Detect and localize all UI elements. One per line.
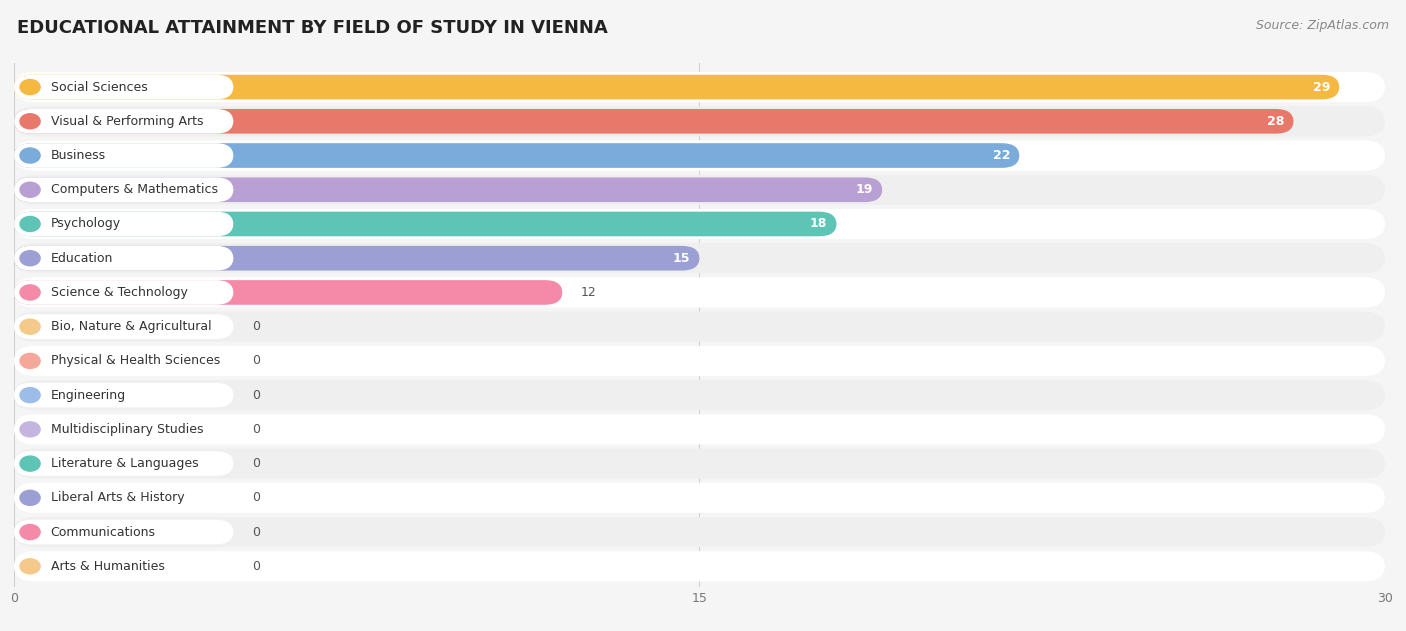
FancyBboxPatch shape (14, 143, 233, 168)
FancyBboxPatch shape (14, 417, 233, 442)
FancyBboxPatch shape (14, 280, 562, 305)
FancyBboxPatch shape (14, 415, 1385, 444)
FancyBboxPatch shape (14, 278, 1385, 307)
FancyBboxPatch shape (14, 74, 233, 100)
FancyBboxPatch shape (14, 380, 1385, 410)
FancyBboxPatch shape (14, 520, 233, 545)
Text: Physical & Health Sciences: Physical & Health Sciences (51, 355, 219, 367)
FancyBboxPatch shape (14, 449, 1385, 479)
FancyBboxPatch shape (14, 517, 1385, 547)
FancyBboxPatch shape (14, 314, 233, 339)
FancyBboxPatch shape (14, 175, 1385, 205)
FancyBboxPatch shape (14, 211, 233, 236)
Text: 0: 0 (252, 355, 260, 367)
FancyBboxPatch shape (14, 109, 233, 134)
FancyBboxPatch shape (14, 106, 1385, 136)
Circle shape (20, 80, 41, 95)
Circle shape (20, 251, 41, 266)
FancyBboxPatch shape (14, 143, 1019, 168)
Text: 0: 0 (252, 560, 260, 573)
Circle shape (20, 559, 41, 574)
FancyBboxPatch shape (14, 551, 1385, 581)
Text: Business: Business (51, 149, 105, 162)
Circle shape (20, 182, 41, 198)
Text: 0: 0 (252, 320, 260, 333)
Text: 0: 0 (252, 492, 260, 504)
Text: EDUCATIONAL ATTAINMENT BY FIELD OF STUDY IN VIENNA: EDUCATIONAL ATTAINMENT BY FIELD OF STUDY… (17, 19, 607, 37)
FancyBboxPatch shape (14, 177, 883, 202)
Text: 0: 0 (252, 526, 260, 539)
FancyBboxPatch shape (14, 451, 233, 476)
Text: 29: 29 (1313, 81, 1330, 93)
Circle shape (20, 216, 41, 232)
FancyBboxPatch shape (14, 280, 233, 305)
Circle shape (20, 456, 41, 471)
FancyBboxPatch shape (14, 383, 233, 408)
Circle shape (20, 490, 41, 505)
Text: 22: 22 (993, 149, 1011, 162)
FancyBboxPatch shape (14, 177, 233, 202)
Text: Engineering: Engineering (51, 389, 125, 402)
FancyBboxPatch shape (14, 346, 1385, 376)
FancyBboxPatch shape (14, 485, 233, 510)
Circle shape (20, 353, 41, 369)
FancyBboxPatch shape (14, 72, 1385, 102)
Circle shape (20, 319, 41, 334)
Text: Arts & Humanities: Arts & Humanities (51, 560, 165, 573)
Text: 19: 19 (856, 183, 873, 196)
FancyBboxPatch shape (14, 246, 233, 271)
FancyBboxPatch shape (14, 209, 1385, 239)
FancyBboxPatch shape (14, 74, 1340, 100)
FancyBboxPatch shape (14, 109, 1294, 134)
Text: Literature & Languages: Literature & Languages (51, 457, 198, 470)
Text: Communications: Communications (51, 526, 156, 539)
FancyBboxPatch shape (14, 348, 233, 373)
Text: 12: 12 (581, 286, 596, 299)
FancyBboxPatch shape (14, 243, 1385, 273)
Text: Source: ZipAtlas.com: Source: ZipAtlas.com (1256, 19, 1389, 32)
FancyBboxPatch shape (14, 483, 1385, 513)
Circle shape (20, 114, 41, 129)
Text: 28: 28 (1267, 115, 1285, 128)
Text: Bio, Nature & Agricultural: Bio, Nature & Agricultural (51, 320, 211, 333)
Text: 0: 0 (252, 423, 260, 436)
Circle shape (20, 387, 41, 403)
Circle shape (20, 524, 41, 540)
Text: 0: 0 (252, 389, 260, 402)
FancyBboxPatch shape (14, 246, 700, 271)
Text: 18: 18 (810, 218, 828, 230)
Text: 0: 0 (252, 457, 260, 470)
Text: Computers & Mathematics: Computers & Mathematics (51, 183, 218, 196)
Text: Psychology: Psychology (51, 218, 121, 230)
Text: Liberal Arts & History: Liberal Arts & History (51, 492, 184, 504)
FancyBboxPatch shape (14, 211, 837, 236)
Circle shape (20, 422, 41, 437)
FancyBboxPatch shape (14, 141, 1385, 170)
Circle shape (20, 148, 41, 163)
FancyBboxPatch shape (14, 554, 233, 579)
Circle shape (20, 285, 41, 300)
Text: Visual & Performing Arts: Visual & Performing Arts (51, 115, 202, 128)
Text: Social Sciences: Social Sciences (51, 81, 148, 93)
Text: 15: 15 (673, 252, 690, 265)
Text: Science & Technology: Science & Technology (51, 286, 187, 299)
Text: Multidisciplinary Studies: Multidisciplinary Studies (51, 423, 202, 436)
FancyBboxPatch shape (14, 312, 1385, 342)
Text: Education: Education (51, 252, 112, 265)
